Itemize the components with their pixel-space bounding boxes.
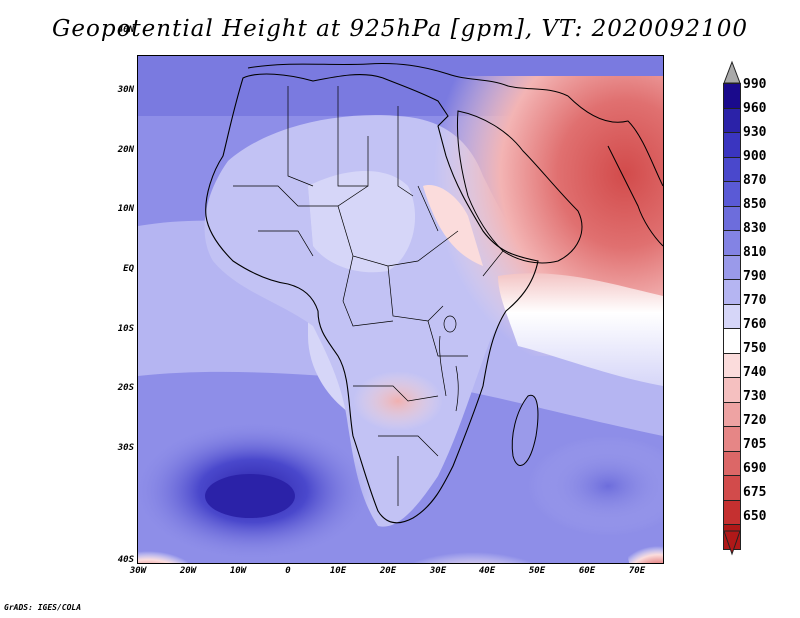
- colorbar-label-650: 650: [743, 509, 767, 524]
- colorbar-cell: [723, 182, 741, 207]
- lon-label-70e: 70E: [628, 566, 646, 576]
- colorbar-cell: [723, 206, 741, 232]
- colorbar: [723, 83, 741, 550]
- lon-label-60e: 60E: [578, 566, 596, 576]
- colorbar-cell: [723, 108, 741, 134]
- colorbar-cell: [723, 378, 741, 403]
- colorbar-cell: [723, 83, 741, 109]
- map-plot-area: [137, 55, 664, 564]
- lat-label-10s: 10S: [117, 324, 134, 334]
- lon-label-30e: 30E: [429, 566, 447, 576]
- colorbar-label-990: 990: [743, 77, 767, 92]
- colorbar-label-830: 830: [743, 221, 767, 236]
- colorbar-cell: [723, 451, 741, 477]
- colorbar-cell: [723, 402, 741, 428]
- colorbar-cell: [723, 427, 741, 452]
- lon-label-10w: 10W: [229, 566, 247, 576]
- lon-label-10e: 10E: [329, 566, 347, 576]
- lat-label-10n: 10N: [117, 204, 134, 214]
- colorbar-label-750: 750: [743, 341, 767, 356]
- colorbar-label-760: 760: [743, 317, 767, 332]
- colorbar-cell: [723, 353, 741, 379]
- lon-label-40e: 40E: [478, 566, 496, 576]
- colorbar-label-720: 720: [743, 413, 767, 428]
- colorbar-cell: [723, 157, 741, 183]
- colorbar-label-770: 770: [743, 293, 767, 308]
- colorbar-top-arrow: [723, 60, 741, 84]
- lat-label-eq: EQ: [123, 264, 134, 274]
- geopotential-map: [138, 56, 663, 563]
- lat-label-30n: 30N: [117, 85, 134, 95]
- colorbar-cell: [723, 231, 741, 256]
- colorbar-cell: [723, 133, 741, 158]
- colorbar-label-730: 730: [743, 389, 767, 404]
- colorbar-cell: [723, 500, 741, 526]
- colorbar-label-900: 900: [743, 149, 767, 164]
- colorbar-cell: [723, 304, 741, 330]
- colorbar-label-690: 690: [743, 461, 767, 476]
- colorbar-bottom-arrow: [723, 530, 741, 556]
- lat-label-40s: 40S: [117, 555, 134, 565]
- colorbar-cell: [723, 280, 741, 305]
- lon-label-20w: 20W: [179, 566, 197, 576]
- lat-label-30s: 30S: [117, 443, 134, 453]
- lon-label-50e: 50E: [528, 566, 546, 576]
- colorbar-label-870: 870: [743, 173, 767, 188]
- colorbar-cell: [723, 255, 741, 281]
- lat-label-20n: 20N: [117, 145, 134, 155]
- colorbar-label-740: 740: [743, 365, 767, 380]
- colorbar-cell: [723, 476, 741, 501]
- lat-label-20s: 20S: [117, 383, 134, 393]
- colorbar-label-675: 675: [743, 485, 767, 500]
- colorbar-label-790: 790: [743, 269, 767, 284]
- footer-credit: GrADS: IGES/COLA: [4, 603, 82, 612]
- colorbar-cell: [723, 329, 741, 354]
- lon-label-20e: 20E: [379, 566, 397, 576]
- colorbar-label-930: 930: [743, 125, 767, 140]
- map-title: Geopotential Height at 925hPa [gpm], VT:…: [52, 16, 748, 42]
- colorbar-label-850: 850: [743, 197, 767, 212]
- lon-label-30w: 30W: [129, 566, 147, 576]
- lat-label-40n: 40N: [117, 25, 134, 35]
- colorbar-label-705: 705: [743, 437, 767, 452]
- colorbar-label-810: 810: [743, 245, 767, 260]
- colorbar-label-960: 960: [743, 101, 767, 116]
- lon-label-0: 0: [285, 566, 291, 576]
